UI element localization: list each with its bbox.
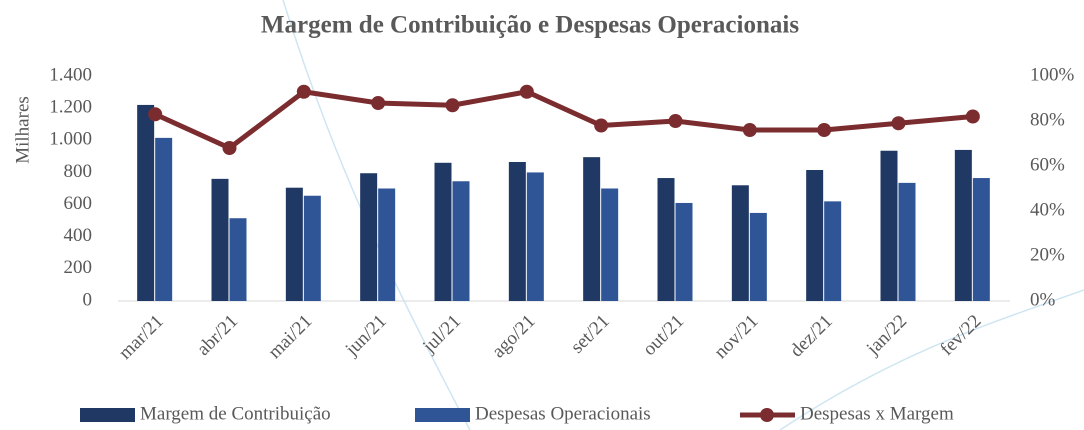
- decoration: [779, 289, 1084, 430]
- x-tick-label: out/21: [639, 311, 688, 360]
- y-tick-label: 1.200: [49, 97, 92, 118]
- bar: [434, 162, 452, 301]
- line-marker: [371, 96, 386, 110]
- legend-label: Despesas x Margem: [800, 403, 954, 424]
- bar: [452, 181, 470, 301]
- y2-tick-label: 60%: [1030, 154, 1065, 175]
- line: [154, 89, 974, 151]
- y2-tick-label: 40%: [1030, 199, 1065, 220]
- y-tick-label: 600: [64, 193, 93, 214]
- line-marker: [519, 84, 534, 99]
- line-marker: [965, 109, 980, 124]
- line-marker: [668, 114, 683, 128]
- line-marker: [891, 116, 906, 131]
- legend-swatch: [760, 408, 774, 422]
- x-tick-label: jun/21: [341, 311, 391, 361]
- y2-tick-label: 0%: [1030, 289, 1056, 310]
- line-marker: [445, 98, 460, 113]
- y2-tick-label: 100%: [1030, 64, 1075, 85]
- bar: [972, 178, 990, 301]
- bar: [675, 202, 693, 301]
- bar: [954, 149, 972, 301]
- bar: [806, 170, 824, 301]
- y2-tick-label: 20%: [1030, 244, 1065, 265]
- bar: [137, 104, 155, 301]
- y2-tick-label: 80%: [1030, 109, 1065, 130]
- bar: [583, 157, 601, 301]
- line-marker: [594, 118, 609, 133]
- x-tick-label: jan/22: [862, 311, 911, 360]
- line-marker: [296, 84, 311, 99]
- line-marker: [148, 107, 163, 122]
- bar: [824, 201, 842, 301]
- y-tick-label: 200: [64, 257, 93, 278]
- chart-title: Margem de Contribuição e Despesas Operac…: [261, 12, 799, 39]
- bar: [526, 172, 544, 301]
- x-tick-label: dez/21: [786, 311, 837, 362]
- legend-label: Despesas Operacionais: [475, 403, 651, 424]
- x-tick-label: mar/21: [115, 311, 168, 364]
- y-tick-label: 800: [64, 161, 93, 182]
- bar: [657, 178, 675, 301]
- y-axis-label: Milhares: [12, 96, 33, 164]
- legend-label: Margem de Contribuição: [140, 403, 331, 424]
- x-tick-label: mai/21: [264, 311, 316, 363]
- x-tick-label: jul/21: [418, 311, 465, 358]
- x-tick-label: ago/21: [488, 311, 539, 362]
- y-tick-label: 1.400: [49, 64, 92, 85]
- line-marker: [742, 123, 757, 137]
- bar: [303, 195, 321, 301]
- y-tick-label: 1.000: [49, 129, 92, 150]
- bar: [155, 137, 173, 301]
- bar: [285, 187, 303, 301]
- line-marker: [222, 141, 237, 155]
- bar: [378, 188, 396, 301]
- legend-swatch: [80, 408, 135, 422]
- bar: [508, 161, 526, 301]
- bar: [211, 178, 229, 301]
- line-marker: [817, 123, 832, 137]
- bar: [601, 188, 619, 301]
- y-tick-label: 0: [83, 289, 93, 310]
- bar: [360, 173, 378, 301]
- x-tick-label: fev/22: [936, 311, 985, 360]
- bar: [229, 218, 247, 301]
- x-tick-label: nov/21: [710, 311, 762, 363]
- x-tick-label: abr/21: [193, 311, 242, 360]
- bar: [898, 182, 916, 301]
- bar: [749, 212, 767, 301]
- bar: [731, 185, 749, 301]
- legend-swatch: [415, 408, 470, 422]
- x-tick-label: set/21: [567, 311, 614, 358]
- bar: [880, 150, 898, 301]
- y-tick-label: 400: [64, 225, 93, 246]
